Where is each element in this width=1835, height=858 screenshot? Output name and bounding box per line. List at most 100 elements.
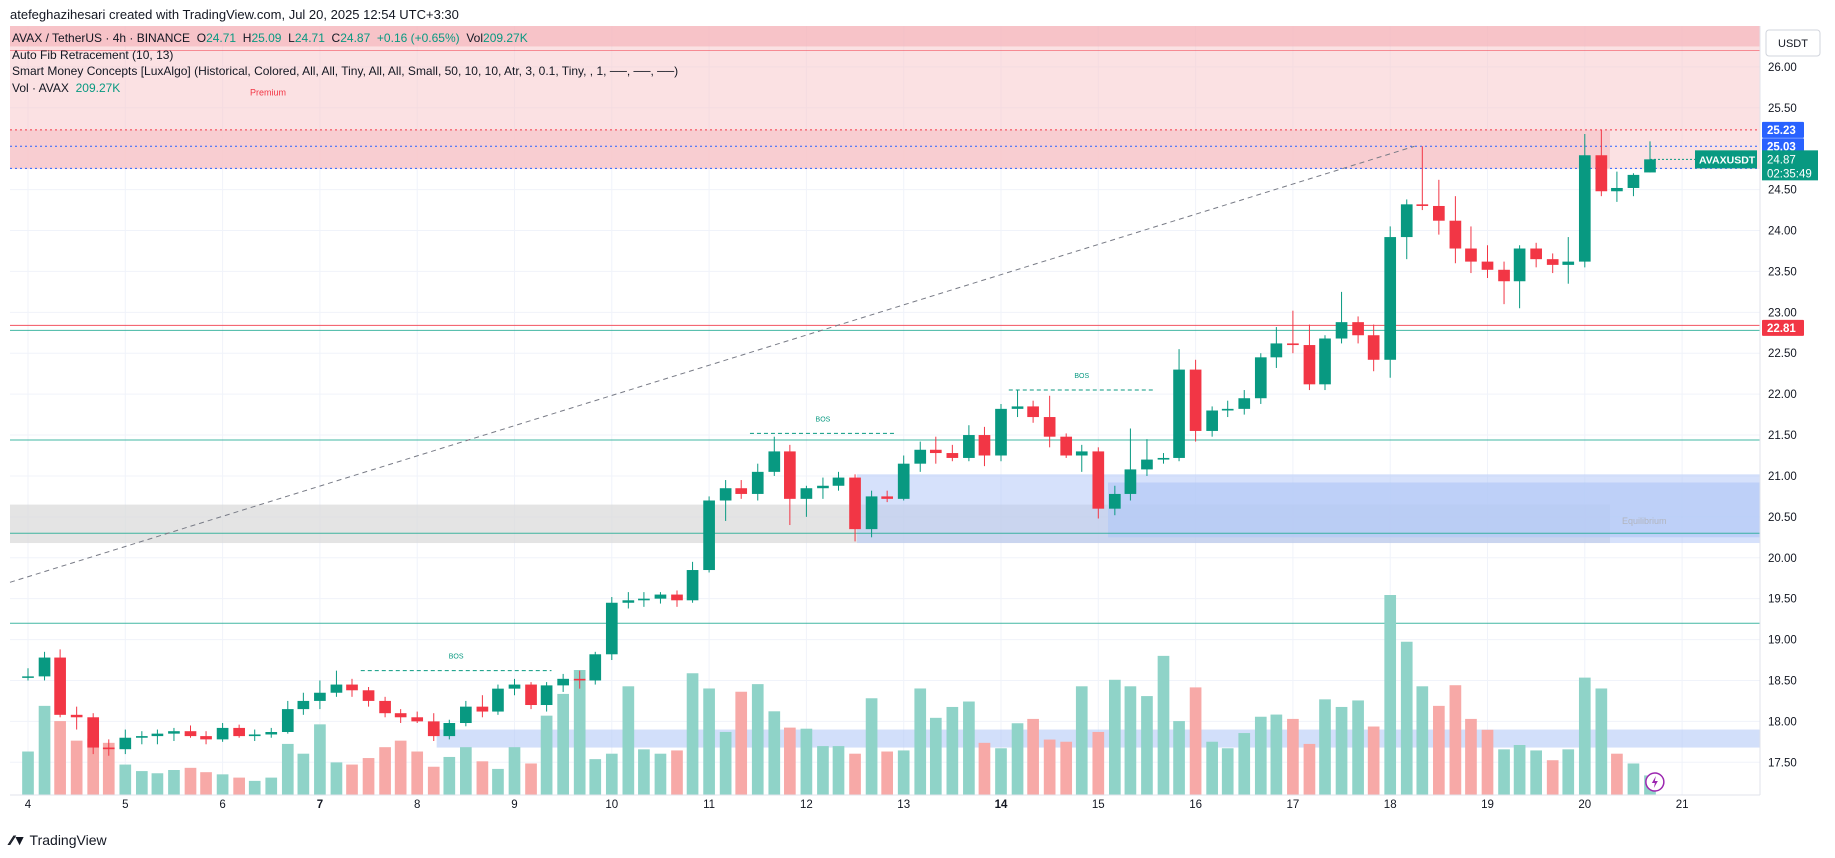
candle[interactable] [800, 485, 813, 517]
candle[interactable] [443, 719, 456, 740]
candle[interactable] [151, 729, 164, 745]
candle[interactable] [460, 700, 472, 727]
candle[interactable] [1400, 199, 1413, 260]
candle[interactable] [281, 700, 294, 734]
candle[interactable] [1562, 237, 1575, 284]
candle[interactable] [1335, 291, 1348, 344]
candle[interactable] [427, 713, 440, 742]
candle[interactable] [119, 729, 132, 755]
candle[interactable] [1303, 324, 1316, 391]
candle[interactable] [540, 682, 553, 712]
candle[interactable] [897, 455, 910, 501]
candle[interactable] [1384, 226, 1397, 378]
candle[interactable] [1449, 196, 1462, 264]
candle[interactable] [362, 687, 375, 707]
candle[interactable] [136, 731, 148, 745]
candle[interactable] [1287, 310, 1299, 354]
candle[interactable] [703, 496, 715, 573]
candle[interactable] [1627, 173, 1640, 197]
candle[interactable] [1254, 353, 1267, 404]
candle[interactable] [184, 725, 197, 738]
candle[interactable] [1530, 242, 1542, 268]
candle[interactable] [963, 425, 975, 462]
candle[interactable] [849, 474, 861, 542]
candle[interactable] [719, 480, 732, 521]
tradingview-logo[interactable]: ⁄⁄▼ TradingView [10, 832, 107, 848]
candle[interactable] [865, 490, 878, 538]
indicator-fib[interactable]: Auto Fib Retracement (10, 13) [12, 47, 174, 62]
candle[interactable] [411, 711, 424, 724]
candle[interactable] [1416, 146, 1429, 211]
candle[interactable] [654, 592, 667, 604]
candle[interactable] [914, 441, 927, 472]
candle[interactable] [525, 682, 537, 710]
candle[interactable] [1092, 447, 1105, 519]
candle[interactable] [70, 706, 83, 730]
candle[interactable] [233, 724, 245, 738]
candle[interactable] [54, 649, 66, 718]
candle[interactable] [605, 597, 618, 661]
candle[interactable] [622, 592, 635, 609]
candle[interactable] [1221, 400, 1234, 418]
candle[interactable] [946, 444, 959, 462]
indicator-volume-row[interactable]: Vol · AVAX 209.27K [12, 80, 678, 97]
candle[interactable] [1157, 453, 1170, 464]
candle[interactable] [686, 561, 699, 603]
candle[interactable] [1352, 316, 1364, 344]
candle[interactable] [38, 651, 51, 681]
candle[interactable] [751, 463, 764, 501]
candle[interactable] [394, 709, 407, 724]
candle[interactable] [832, 471, 845, 491]
candle[interactable] [1011, 390, 1024, 418]
candle[interactable] [1433, 179, 1445, 235]
candle[interactable] [200, 731, 212, 745]
candle[interactable] [1027, 400, 1039, 423]
candle[interactable] [1270, 327, 1283, 368]
candle[interactable] [1546, 253, 1559, 274]
candle[interactable] [1206, 406, 1218, 437]
indicator-smc[interactable]: Smart Money Concepts [LuxAlgo] (Historic… [12, 64, 679, 78]
candle[interactable] [22, 668, 34, 681]
candle[interactable] [1595, 129, 1608, 197]
candle[interactable] [929, 436, 942, 464]
candle[interactable] [297, 692, 310, 715]
candle[interactable] [573, 670, 586, 689]
candle[interactable] [346, 678, 358, 697]
candle[interactable] [1498, 261, 1510, 305]
candle[interactable] [476, 695, 489, 718]
candle[interactable] [1043, 395, 1056, 448]
candle[interactable] [1124, 428, 1137, 501]
candle[interactable] [265, 727, 278, 738]
candle[interactable] [995, 403, 1007, 462]
candle[interactable] [87, 713, 100, 755]
candle[interactable] [768, 436, 781, 476]
candle[interactable] [881, 490, 893, 503]
candle[interactable] [330, 670, 343, 697]
candle[interactable] [557, 673, 569, 692]
candle[interactable] [784, 444, 796, 526]
candle[interactable] [1367, 324, 1380, 372]
symbol-description[interactable]: AVAX / TetherUS · 4h · BINANCE [12, 31, 191, 45]
candle[interactable] [1465, 226, 1477, 274]
candle[interactable] [102, 739, 115, 756]
candle[interactable] [248, 729, 261, 742]
candle[interactable] [1513, 245, 1526, 309]
candle[interactable] [1611, 171, 1623, 202]
candle[interactable] [735, 480, 748, 499]
candle[interactable] [1109, 485, 1121, 516]
candle[interactable] [638, 592, 650, 607]
candle[interactable] [1319, 335, 1331, 391]
candle[interactable] [379, 696, 391, 718]
candle[interactable] [1173, 349, 1185, 462]
candle[interactable] [978, 426, 991, 467]
candle[interactable] [1238, 390, 1251, 415]
candle[interactable] [589, 651, 602, 685]
candle[interactable] [168, 727, 180, 742]
currency-box[interactable] [1765, 29, 1821, 57]
candle[interactable] [1141, 439, 1153, 476]
candle[interactable] [817, 477, 829, 499]
candle[interactable] [492, 684, 504, 715]
candle[interactable] [314, 680, 326, 710]
candle[interactable] [1189, 359, 1202, 442]
